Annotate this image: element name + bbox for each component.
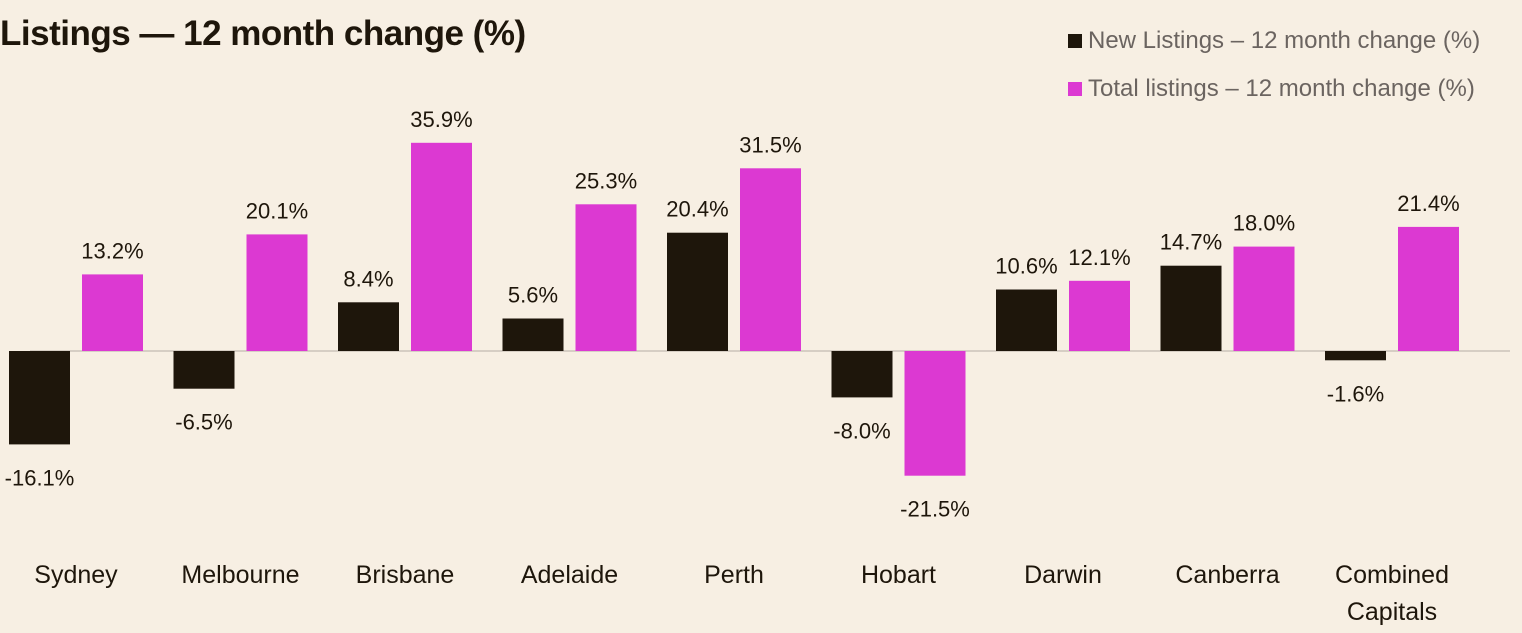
data-label-darwin-new: 10.6% (995, 254, 1057, 279)
bar-melbourne-new (173, 351, 235, 389)
data-label-melbourne-total: 20.1% (246, 198, 308, 223)
data-label-canberra-total: 18.0% (1233, 211, 1295, 236)
data-label-perth-new: 20.4% (666, 197, 728, 222)
legend-swatch-total-listings (1068, 82, 1082, 96)
bar-canberra-total (1233, 246, 1295, 351)
bar-darwin-new (996, 289, 1057, 351)
data-label-perth-total: 31.5% (739, 132, 801, 157)
data-label-hobart-total: -21.5% (900, 497, 970, 522)
data-label-brisbane-total: 35.9% (410, 107, 472, 132)
data-label-canberra-new: 14.7% (1160, 230, 1222, 255)
bar-canberra-new (1160, 265, 1222, 351)
legend: New Listings – 12 month change (%) Total… (1068, 26, 1480, 122)
bar-combined-capitals-total (1398, 226, 1459, 351)
category-label-sydney: Sydney (34, 561, 118, 589)
category-label-combined-capitals-line2: Capitals (1347, 598, 1437, 626)
category-label-canberra: Canberra (1175, 561, 1279, 589)
bar-hobart-new (831, 351, 893, 398)
data-label-hobart-new: -8.0% (833, 418, 890, 443)
bar-sydney-total (82, 274, 143, 351)
bar-brisbane-total (411, 142, 472, 351)
legend-item-total-listings: Total listings – 12 month change (%) (1068, 74, 1480, 104)
bar-darwin-total (1069, 280, 1130, 351)
bar-sydney-new (9, 351, 70, 445)
bar-perth-new (667, 232, 728, 351)
legend-swatch-new-listings (1068, 34, 1082, 48)
category-label-perth: Perth (704, 561, 764, 589)
legend-item-new-listings: New Listings – 12 month change (%) (1068, 26, 1480, 56)
bar-brisbane-new (338, 302, 399, 351)
data-label-combined-capitals-new: -1.6% (1327, 381, 1384, 406)
legend-label-new-listings: New Listings – 12 month change (%) (1088, 27, 1481, 54)
data-label-adelaide-new: 5.6% (508, 283, 558, 308)
data-label-sydney-new: -16.1% (5, 465, 75, 490)
bar-perth-total (740, 168, 801, 351)
data-label-darwin-total: 12.1% (1068, 245, 1130, 270)
data-label-brisbane-new: 8.4% (343, 266, 393, 291)
chart-title: Listings — 12 month change (%) (0, 14, 526, 53)
category-label-adelaide: Adelaide (521, 561, 618, 589)
data-label-melbourne-new: -6.5% (175, 410, 232, 435)
category-label-darwin: Darwin (1024, 561, 1102, 589)
category-label-brisbane: Brisbane (356, 561, 455, 589)
category-label-melbourne: Melbourne (181, 561, 299, 589)
category-label-hobart: Hobart (861, 561, 936, 589)
bar-adelaide-total (575, 204, 637, 351)
bar-melbourne-total (246, 234, 308, 351)
bar-adelaide-new (502, 318, 564, 351)
bar-hobart-total (904, 351, 966, 476)
data-label-combined-capitals-total: 21.4% (1397, 191, 1459, 216)
data-label-sydney-total: 13.2% (81, 238, 143, 263)
data-label-adelaide-total: 25.3% (575, 168, 637, 193)
legend-label-total-listings: Total listings – 12 month change (%) (1088, 75, 1475, 102)
bar-combined-capitals-new (1325, 351, 1386, 361)
category-label-combined-capitals-line1: Combined (1335, 561, 1449, 589)
